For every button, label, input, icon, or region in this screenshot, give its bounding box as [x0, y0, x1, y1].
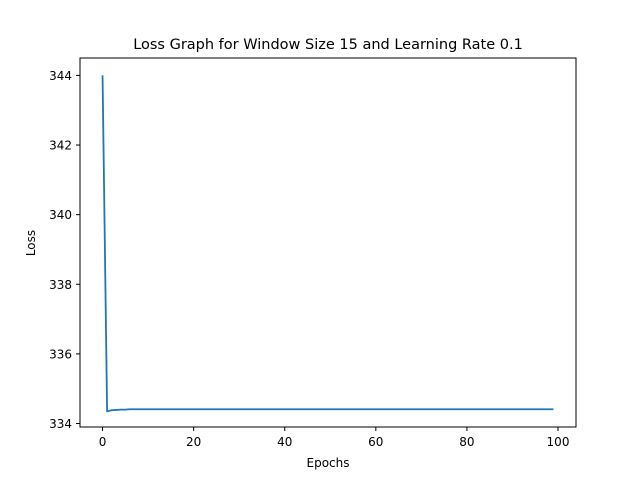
x-tick-label: 0	[99, 435, 107, 449]
loss-series-line	[101, 75, 554, 413]
x-tick-label: 60	[368, 435, 383, 449]
x-tick-label: 20	[186, 435, 201, 449]
plot-area	[101, 75, 554, 413]
y-tick-label: 338	[49, 278, 72, 292]
x-tick-label: 100	[547, 435, 570, 449]
axes-frame	[79, 57, 577, 428]
y-tick-label: 344	[49, 69, 72, 83]
y-tick-label: 334	[49, 417, 72, 431]
y-tick-label: 340	[49, 208, 72, 222]
y-tick-label: 342	[49, 139, 72, 153]
y-tick-label: 336	[49, 347, 72, 361]
x-tick-label: 40	[277, 435, 292, 449]
x-axis-label: Epochs	[307, 456, 350, 470]
y-axis-label: Loss	[24, 230, 38, 256]
axis-ticks: 0 20 40 60 80 100 334 336 338 340 342 344	[49, 69, 569, 449]
chart-title: Loss Graph for Window Size 15 and Learni…	[133, 37, 523, 53]
x-tick-label: 80	[459, 435, 474, 449]
